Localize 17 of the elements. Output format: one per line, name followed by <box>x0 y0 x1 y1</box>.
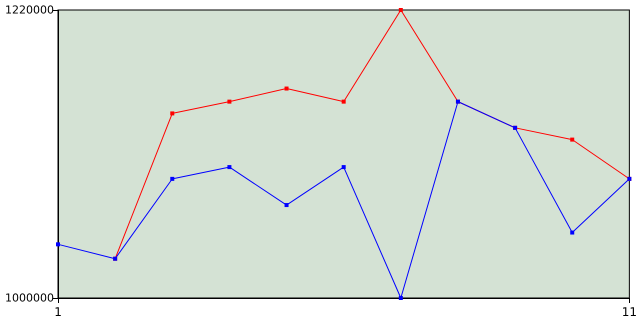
y-tick-label: 1000000 <box>5 292 54 304</box>
point <box>227 165 232 170</box>
point <box>342 165 346 170</box>
point <box>56 242 60 246</box>
point <box>398 296 403 300</box>
x-tick-label: 1 <box>54 305 62 319</box>
point <box>342 100 346 104</box>
y-tick-label: 1220000 <box>5 4 54 16</box>
point <box>170 176 174 181</box>
point <box>398 8 403 12</box>
point <box>570 230 574 235</box>
point <box>227 100 232 104</box>
point <box>170 111 174 116</box>
point <box>284 203 289 208</box>
x-tick-label: 11 <box>622 305 638 319</box>
point <box>570 138 574 142</box>
point <box>284 86 289 91</box>
